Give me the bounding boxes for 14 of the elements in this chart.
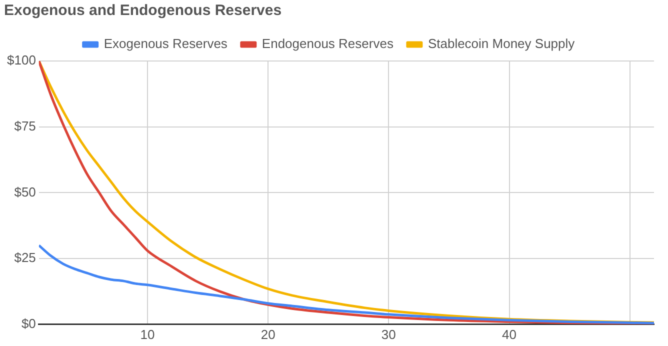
- x-tick-label: 30: [381, 326, 396, 342]
- x-tick-label: 40: [502, 326, 517, 342]
- legend-label: Stablecoin Money Supply: [428, 36, 576, 52]
- line-series: [38, 244, 654, 324]
- y-tick-label: $50: [14, 184, 36, 200]
- x-tick-label: 10: [140, 326, 155, 342]
- y-tick-label: $100: [7, 52, 36, 68]
- y-tick-label: $75: [14, 118, 36, 134]
- x-tick-label: 20: [260, 326, 276, 342]
- y-tick-label: $0: [21, 316, 36, 331]
- legend-label: Exogenous Reserves: [104, 36, 228, 52]
- y-tick-label: $25: [14, 250, 36, 266]
- legend-label: Endogenous Reserves: [262, 36, 394, 52]
- chart-title: Exogenous and Endogenous Reserves: [4, 2, 282, 20]
